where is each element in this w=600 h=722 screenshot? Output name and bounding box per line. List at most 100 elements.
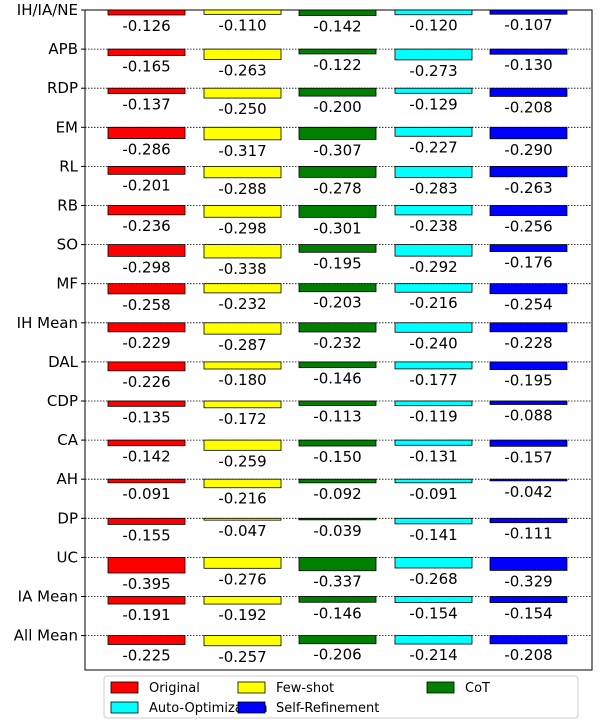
y-tick-label: RB bbox=[57, 197, 78, 215]
legend-swatch bbox=[110, 701, 139, 714]
data-label: -0.192 bbox=[218, 606, 266, 624]
bar-auto-optimization bbox=[394, 244, 473, 257]
bar-few-shot bbox=[203, 48, 282, 60]
bar-original bbox=[107, 87, 186, 95]
data-label: -0.225 bbox=[122, 646, 170, 664]
bar-auto-optimization bbox=[394, 557, 473, 569]
bar-original bbox=[107, 635, 186, 645]
data-label: -0.201 bbox=[122, 176, 170, 194]
bar-cot bbox=[298, 205, 377, 218]
data-label: -0.256 bbox=[504, 218, 552, 236]
bar-self-refinement bbox=[489, 439, 568, 447]
data-label: -0.130 bbox=[504, 56, 552, 74]
y-tick-label: AH bbox=[56, 470, 78, 488]
data-label: -0.337 bbox=[313, 573, 361, 591]
data-label: -0.254 bbox=[504, 296, 552, 314]
legend-label: CoT bbox=[465, 681, 490, 696]
legend-label: Original bbox=[149, 681, 200, 696]
bar-auto-optimization bbox=[394, 48, 473, 61]
data-label: -0.208 bbox=[504, 646, 552, 664]
bar-auto-optimization bbox=[394, 400, 473, 407]
legend-label: Self-Refinement bbox=[276, 701, 379, 716]
data-label: -0.120 bbox=[409, 17, 457, 35]
bar-auto-optimization bbox=[394, 87, 473, 94]
bar-cot bbox=[298, 400, 377, 406]
y-tick-label: DAL bbox=[48, 353, 79, 371]
data-label: -0.177 bbox=[409, 371, 457, 389]
bar-cot bbox=[298, 596, 377, 603]
data-label: -0.298 bbox=[122, 258, 170, 276]
data-label: -0.131 bbox=[409, 447, 457, 465]
bar-self-refinement bbox=[489, 400, 568, 405]
bar-cot bbox=[298, 439, 377, 447]
data-label: -0.203 bbox=[313, 294, 361, 312]
bar-original bbox=[107, 165, 186, 175]
bar-self-refinement bbox=[489, 48, 568, 55]
bar-original bbox=[107, 126, 186, 139]
bar-few-shot bbox=[203, 205, 282, 218]
bar-self-refinement bbox=[489, 205, 568, 217]
data-label: -0.110 bbox=[218, 16, 266, 34]
data-label: -0.258 bbox=[122, 296, 170, 314]
data-label: -0.268 bbox=[409, 570, 457, 588]
bar-few-shot bbox=[203, 517, 282, 521]
bar-cot bbox=[298, 361, 377, 369]
bar-original bbox=[107, 48, 186, 57]
legend-label: Few-shot bbox=[276, 681, 334, 696]
bar-few-shot bbox=[203, 596, 282, 605]
legend-swatch bbox=[237, 681, 266, 694]
legend-swatch bbox=[237, 701, 266, 714]
bar-original bbox=[107, 322, 186, 333]
legend bbox=[103, 675, 579, 719]
bar-self-refinement bbox=[489, 322, 568, 333]
bar-self-refinement bbox=[489, 478, 568, 482]
data-label: -0.119 bbox=[409, 408, 457, 426]
bar-few-shot bbox=[203, 165, 282, 179]
data-label: -0.047 bbox=[218, 522, 266, 540]
data-label: -0.150 bbox=[313, 448, 361, 466]
data-label: -0.206 bbox=[313, 646, 361, 664]
bar-few-shot bbox=[203, 87, 282, 99]
bar-original bbox=[107, 9, 186, 16]
data-label: -0.292 bbox=[409, 258, 457, 276]
data-label: -0.214 bbox=[409, 646, 457, 664]
data-label: -0.113 bbox=[313, 407, 361, 425]
data-label: -0.111 bbox=[504, 525, 552, 543]
bar-auto-optimization bbox=[394, 596, 473, 603]
bar-original bbox=[107, 517, 186, 525]
data-label: -0.216 bbox=[218, 490, 266, 508]
bar-cot bbox=[298, 635, 377, 645]
bar-cot bbox=[298, 165, 377, 178]
data-label: -0.129 bbox=[409, 95, 457, 113]
y-tick-label: IH/IA/NE bbox=[17, 1, 78, 19]
data-label: -0.250 bbox=[218, 100, 266, 118]
data-label: -0.286 bbox=[122, 141, 170, 159]
data-label: -0.338 bbox=[218, 260, 266, 278]
y-tick-label: CA bbox=[57, 431, 78, 449]
data-label: -0.039 bbox=[313, 522, 361, 540]
bar-few-shot bbox=[203, 400, 282, 409]
data-label: -0.195 bbox=[313, 254, 361, 272]
data-label: -0.240 bbox=[409, 334, 457, 352]
data-label: -0.135 bbox=[122, 408, 170, 426]
bar-original bbox=[107, 596, 186, 605]
bar-cot bbox=[298, 9, 377, 17]
data-label: -0.307 bbox=[313, 141, 361, 159]
bar-auto-optimization bbox=[394, 126, 473, 137]
bar-cot bbox=[298, 517, 377, 521]
data-label: -0.141 bbox=[409, 526, 457, 544]
bar-original bbox=[107, 205, 186, 216]
bar-cot bbox=[298, 322, 377, 333]
data-label: -0.288 bbox=[218, 180, 266, 198]
data-label: -0.238 bbox=[409, 217, 457, 235]
data-label: -0.165 bbox=[122, 58, 170, 76]
y-tick-label: CDP bbox=[47, 392, 78, 410]
y-tick-label: APB bbox=[48, 40, 78, 58]
data-label: -0.092 bbox=[313, 485, 361, 503]
y-tick-label: IA Mean bbox=[18, 588, 78, 606]
data-label: -0.276 bbox=[218, 570, 266, 588]
bar-cot bbox=[298, 48, 377, 55]
bar-auto-optimization bbox=[394, 635, 473, 645]
data-label: -0.088 bbox=[504, 406, 552, 424]
